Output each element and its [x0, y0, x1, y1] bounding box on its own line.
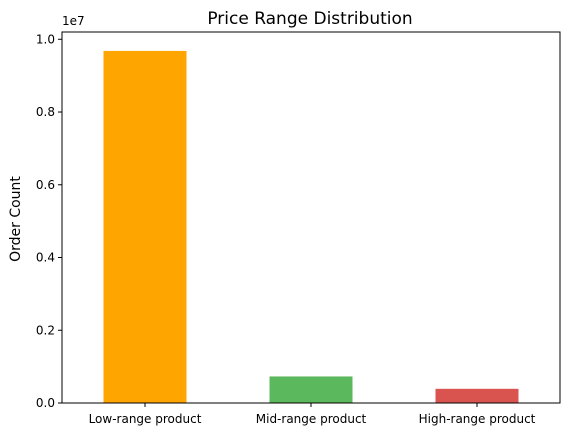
y-ticks-group: 0.0 0.2 0.4 0.6 0.8 1.0: [36, 32, 62, 410]
y-axis-offset-label: 1e7: [62, 14, 85, 28]
y-tick-label-2: 0.4: [36, 251, 55, 265]
y-tick-label-0: 0.0: [36, 396, 55, 410]
x-ticks-group: Low-range product Mid-range product High-r…: [89, 403, 536, 426]
y-tick-label-1: 0.2: [36, 323, 55, 337]
x-tick-label-1: Mid-range product: [256, 412, 367, 426]
y-tick-label-3: 0.6: [36, 178, 55, 192]
bar-0: [103, 50, 187, 403]
x-tick-label-0: Low-range product: [89, 412, 202, 426]
chart-title: Price Range Distribution: [207, 9, 412, 29]
bar-1: [269, 376, 353, 403]
bars-group: [103, 50, 519, 403]
plot-frame: [61, 31, 561, 404]
y-axis-label: Order Count: [8, 176, 24, 262]
y-tick-label-4: 0.8: [36, 105, 55, 119]
bar-2: [435, 388, 519, 403]
x-tick-label-2: High-range product: [419, 412, 536, 426]
y-tick-label-5: 1.0: [36, 32, 55, 46]
